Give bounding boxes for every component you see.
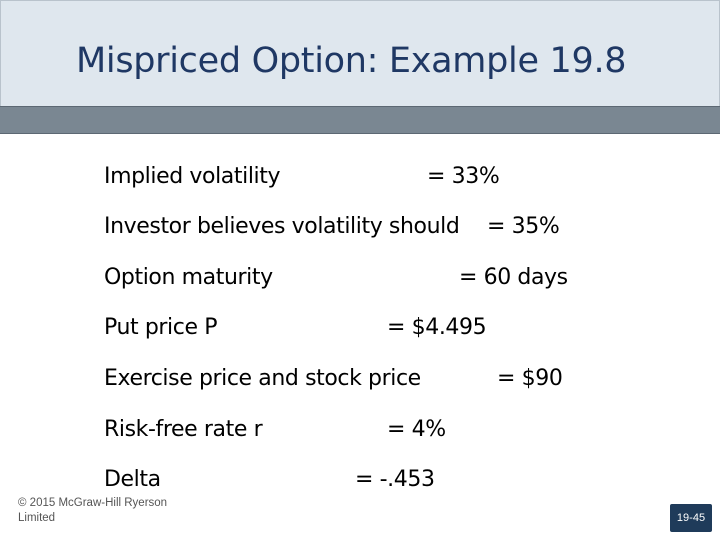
- row-label: Option maturity: [104, 265, 273, 290]
- slide-number-badge: 19-45: [670, 504, 712, 532]
- row-value: = 35%: [487, 214, 560, 239]
- title-divider-bar: [0, 106, 720, 134]
- row-label: Delta: [104, 467, 161, 492]
- row-value: = 60 days: [459, 265, 568, 290]
- row-option-maturity: Option maturity = 60 days: [104, 265, 584, 295]
- row-value: = 4%: [387, 417, 446, 442]
- row-value: = $90: [497, 366, 563, 391]
- row-value: = -.453: [355, 467, 435, 492]
- row-delta: Delta = -.453: [104, 467, 524, 497]
- row-exercise-price: Exercise price and stock price = $90: [104, 366, 584, 396]
- row-label: Implied volatility: [104, 164, 281, 189]
- row-label: Exercise price and stock price: [104, 366, 421, 391]
- row-value: = 33%: [427, 164, 500, 189]
- row-implied-volatility: Implied volatility = 33%: [104, 164, 524, 194]
- copyright-notice: © 2015 McGraw-Hill Ryerson Limited: [18, 497, 168, 524]
- row-label: Put price P: [104, 315, 218, 340]
- title-band: Mispriced Option: Example 19.8: [0, 0, 720, 108]
- row-label: Risk-free rate r: [104, 417, 263, 442]
- row-label: Investor believes volatility should: [104, 214, 460, 239]
- row-value: = $4.495: [387, 315, 487, 340]
- row-risk-free-rate: Risk-free rate r = 4%: [104, 417, 524, 447]
- slide-title: Mispriced Option: Example 19.8: [76, 41, 627, 81]
- row-put-price: Put price P = $4.495: [104, 315, 524, 345]
- row-investor-volatility: Investor believes volatility should = 35…: [104, 214, 584, 244]
